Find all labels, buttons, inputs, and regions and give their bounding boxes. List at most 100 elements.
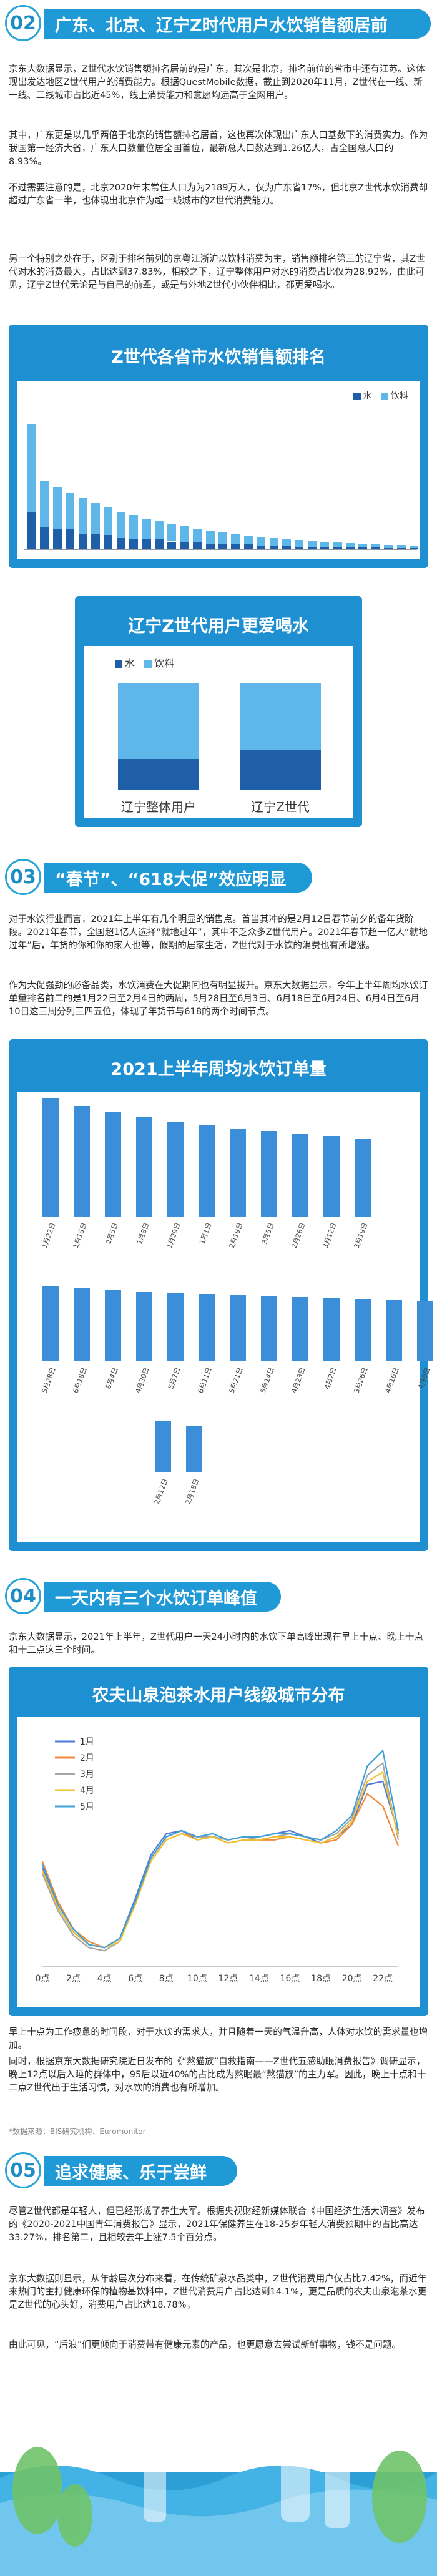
- weekly-order-bar: [42, 1098, 59, 1217]
- province-bar-drink: [91, 503, 100, 534]
- province-bar-water: [282, 546, 291, 549]
- section-5-paragraph-3: 由此可见，“后浪”们更倾向于消费带有健康元素的产品，也更愿意去尝试新鲜事物，钱不…: [9, 2339, 401, 2350]
- hourly-series-line: [41, 1793, 400, 1949]
- province-bar-drink: [384, 544, 393, 548]
- weekly-order-bar: [155, 1421, 171, 1472]
- province-bar-water: [231, 544, 240, 549]
- section-4-header: 04 一天内有三个水饮订单峰值: [0, 1573, 437, 1620]
- province-bar-drink: [104, 507, 113, 536]
- weekly-order-date-label: 3月12日: [321, 1221, 338, 1250]
- province-bar-drink: [346, 542, 355, 547]
- section-2-title: 广东、北京、辽宁Z时代用户水饮销售额居前: [44, 9, 431, 39]
- province-bar-water: [27, 512, 36, 549]
- hourly-x-tick-label: 4点: [97, 1974, 112, 1984]
- hourly-legend-label: 3月: [80, 1770, 94, 1780]
- weekly-order-bar: [230, 1295, 246, 1361]
- province-bar-water: [180, 542, 189, 549]
- weekly-order-date-label: 5月7日: [167, 1366, 182, 1391]
- province-bar-water: [78, 533, 87, 549]
- province-bar-water: [116, 537, 125, 549]
- province-bar-drink: [40, 481, 49, 528]
- liaoning-legend-drink-swatch: [144, 660, 152, 668]
- province-bar-drink: [269, 537, 278, 546]
- weekly-order-bar: [261, 1296, 277, 1361]
- province-bar-water: [295, 546, 304, 549]
- hourly-x-tick-label: 20点: [342, 1974, 362, 1984]
- province-bar-water: [269, 546, 278, 549]
- section-2-paragraph-1: 京东大数据显示，Z世代水饮销售额排名居前的是广东，其次是北京，排名前位的省市中还…: [9, 64, 425, 100]
- hourly-x-tick-label: 22点: [373, 1974, 393, 1984]
- section-3-title: “春节”、“618大促”效应明显: [44, 863, 312, 893]
- weekly-orders-chart: 2021上半年周均水饮订单量 1月22日 1月15日 2月5日 1月8日 1月29日 1月…: [9, 1039, 433, 1551]
- province-bar-drink: [257, 536, 266, 546]
- province-bar-water: [66, 529, 75, 549]
- weekly-order-date-label: 4月23日: [290, 1366, 307, 1394]
- province-bar-water: [243, 544, 253, 549]
- section-4-title: 一天内有三个水饮订单峰值: [44, 1582, 281, 1612]
- province-bar-drink: [129, 515, 139, 539]
- province-bar-water: [219, 544, 227, 549]
- weekly-orders-title: 2021上半年周均水饮订单量: [110, 1060, 327, 1079]
- province-bar-drink: [282, 539, 291, 546]
- province-bar-water: [193, 542, 202, 549]
- weekly-order-date-label: 6月11日: [196, 1366, 214, 1394]
- hourly-x-tick-label: 0点: [36, 1974, 50, 1984]
- province-bar-water: [396, 547, 406, 549]
- weekly-order-bar: [74, 1288, 90, 1361]
- section-4-number: 04: [5, 1578, 41, 1614]
- hourly-x-tick-label: 14点: [249, 1974, 269, 1984]
- weekly-order-bar: [386, 1300, 402, 1361]
- province-bar-water: [358, 547, 368, 549]
- province-bar-water: [52, 528, 62, 549]
- province-bar-water: [129, 538, 139, 549]
- weekly-order-date-label: 2月19日: [227, 1221, 245, 1250]
- weekly-orders-plot: 1月22日 1月15日 2月5日 1月8日 1月29日 1月1日 2月19日 3月5日 2月26…: [17, 1092, 433, 1542]
- weekly-order-date-label: 2月12日: [152, 1477, 170, 1506]
- hourly-x-tick-label: 6点: [128, 1974, 142, 1984]
- province-bar-drink: [231, 534, 240, 544]
- province-bar-drink: [180, 526, 189, 542]
- liaoning-bar-z-drink: [240, 683, 321, 750]
- province-bar-water: [410, 547, 418, 549]
- liaoning-bar-overall-drink: [118, 683, 199, 759]
- province-bar-water: [40, 527, 49, 549]
- legend-water-swatch: [353, 393, 361, 400]
- province-bar-water: [371, 547, 380, 549]
- province-bar-drink: [142, 518, 151, 539]
- hourly-legend-label: 1月: [80, 1737, 94, 1747]
- weekly-order-date-label: 4月16日: [383, 1366, 401, 1394]
- hourly-x-tick-label: 18点: [311, 1974, 331, 1984]
- section-3-paragraph-2: 作为大促强劲的必备品类，水饮消费在大促期间也有明显拔升。京东大数据显示，今年上半…: [9, 980, 428, 1017]
- hourly-x-tick-label: 12点: [218, 1974, 238, 1984]
- weekly-order-bar: [167, 1293, 184, 1361]
- weekly-order-date-label: 6月18日: [71, 1366, 89, 1394]
- section-4-paragraph-2: 早上十点为工作疲惫的时间段，对于水饮的需求大，并且随着一天的气温升高，人体对水饮…: [9, 2027, 428, 2050]
- weekly-order-bar: [136, 1117, 152, 1217]
- section-2-header: 02 广东、北京、辽宁Z时代用户水饮销售额居前: [0, 0, 437, 47]
- weekly-order-bar: [355, 1138, 371, 1217]
- weekly-order-bar: [323, 1298, 340, 1361]
- weekly-order-date-label: 3月26日: [352, 1366, 370, 1394]
- section-3-number: 03: [5, 859, 41, 895]
- province-bar-water: [333, 547, 342, 549]
- province-bar-drink: [52, 487, 62, 529]
- weekly-order-date-label: 4月2日: [323, 1366, 338, 1391]
- liaoning-legend-water-swatch: [115, 660, 122, 668]
- section-2-paragraph-2: 其中，广东更是以几乎两倍于北京的销售额排名居首，这也再次体现出广东人口基数下的消…: [9, 130, 428, 167]
- weekly-order-bar: [136, 1292, 152, 1361]
- weekly-order-bar: [292, 1296, 308, 1361]
- province-bar-drink: [295, 540, 304, 547]
- province-bar-water: [257, 545, 266, 549]
- hourly-x-tick-label: 16点: [280, 1974, 300, 1984]
- weekly-order-date-label: 1月8日: [135, 1221, 151, 1246]
- weekly-order-date-label: 2月5日: [104, 1221, 120, 1246]
- section-5-title: 追求健康、乐于尝鲜: [44, 2156, 237, 2186]
- hourly-orders-chart: 农夫山泉泡茶水用户线级城市分布 1月 2月 3月 4月 5月 0点 2点 4点 6点 8点 10点 1…: [9, 1667, 428, 2016]
- section-5-paragraph-2: 京东大数据则显示，从年龄层次分布来看，在传统矿泉水品类中，Z世代消费用户仅占比7…: [9, 2273, 427, 2310]
- legend-water-label: 水: [363, 391, 372, 401]
- section-5-number: 05: [5, 2152, 41, 2188]
- province-bar-drink: [410, 545, 418, 548]
- province-bar-drink: [358, 543, 368, 548]
- weekly-order-date-label: 4月9日: [416, 1366, 432, 1391]
